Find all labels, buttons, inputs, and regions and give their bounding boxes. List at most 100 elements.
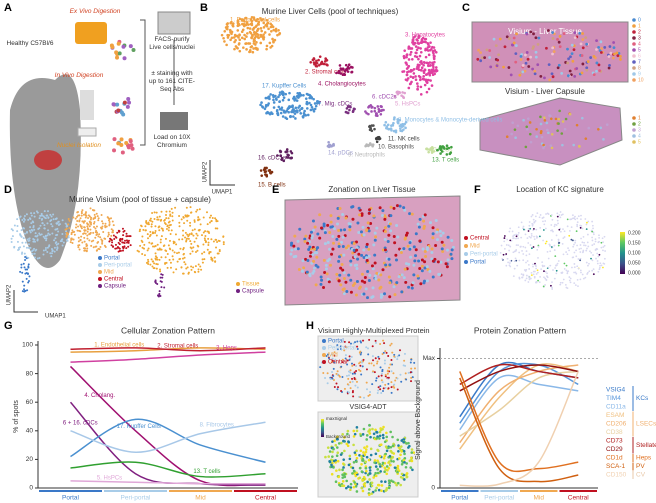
cell-dot xyxy=(335,454,339,457)
cell-dot xyxy=(165,217,168,220)
cell-dot xyxy=(217,252,220,255)
cell-dot xyxy=(526,57,530,61)
cell-dot xyxy=(337,279,341,283)
cell-dot xyxy=(544,220,547,222)
cell-dot xyxy=(304,114,308,117)
cell-dot xyxy=(394,253,398,257)
cell-dot xyxy=(40,212,43,215)
cell-dot xyxy=(147,247,150,250)
cell-dot xyxy=(200,234,203,237)
cell-dot xyxy=(409,371,412,374)
cell-dot xyxy=(373,274,377,278)
cell-dot xyxy=(161,229,164,232)
cell-dot xyxy=(382,436,385,440)
cell-dot xyxy=(595,69,598,73)
cell-dot xyxy=(396,377,399,380)
cell-dot xyxy=(576,217,579,220)
cell-dot xyxy=(558,34,562,38)
cell-dot xyxy=(518,259,521,262)
cell-dot xyxy=(405,472,409,475)
cell-dot xyxy=(307,248,311,252)
cell-dot xyxy=(289,252,293,256)
cell-dot xyxy=(183,222,186,225)
cell-dot xyxy=(92,231,95,234)
cell-dot xyxy=(114,235,117,238)
cell-dot xyxy=(154,231,157,234)
cell-dot xyxy=(117,241,120,244)
cell-dot xyxy=(309,254,313,258)
cell-dot xyxy=(435,230,439,234)
cell-dot xyxy=(433,60,436,64)
cell-dot xyxy=(429,147,433,150)
cell-dot xyxy=(154,252,157,255)
cell-dot xyxy=(577,267,580,270)
cell-dot xyxy=(525,274,528,277)
cell-dot xyxy=(414,254,418,258)
cell-dot xyxy=(584,137,588,140)
cell-dot xyxy=(499,251,502,254)
cell-dot xyxy=(544,227,547,230)
cell-dot xyxy=(366,221,370,225)
cell-dot xyxy=(197,270,200,273)
cell-dot xyxy=(246,26,250,30)
cell-dot xyxy=(97,217,100,220)
cell-dot xyxy=(578,248,581,250)
cell-dot xyxy=(404,465,408,469)
cell-dot xyxy=(445,153,449,156)
cell-dot xyxy=(21,290,24,293)
cell-dot xyxy=(345,68,349,71)
cell-dot xyxy=(331,450,334,454)
cell-dot xyxy=(182,252,185,255)
cell-dot xyxy=(161,273,164,276)
cell-dot xyxy=(179,247,182,250)
cell-dot xyxy=(354,341,357,344)
cell-dot xyxy=(512,275,515,278)
cell-dot xyxy=(266,21,270,25)
cell-dot xyxy=(562,228,564,230)
cell-dot xyxy=(167,217,170,220)
cell-dot xyxy=(550,239,553,241)
cell-dot xyxy=(541,261,544,264)
cell-dot xyxy=(304,234,308,238)
cell-dot xyxy=(485,48,489,52)
cell-dot xyxy=(101,220,104,223)
cell-dot xyxy=(367,247,371,251)
cell-dot xyxy=(425,81,429,84)
cell-dot xyxy=(530,232,533,235)
cell-dot xyxy=(396,121,400,125)
cell-dot xyxy=(372,214,376,218)
cell-dot xyxy=(409,361,412,364)
liver xyxy=(34,150,62,170)
cell-dot xyxy=(124,140,129,145)
cell-dot xyxy=(75,223,78,226)
cell-dot xyxy=(44,247,47,250)
cell-dot xyxy=(21,241,24,244)
cell-dot xyxy=(287,98,291,102)
cell-dot xyxy=(557,117,561,121)
cell-dot xyxy=(585,68,589,72)
cell-dot xyxy=(343,349,346,352)
cell-dot xyxy=(124,239,127,242)
cell-dot xyxy=(354,293,358,297)
cell-dot xyxy=(508,262,511,264)
cell-dot xyxy=(238,49,242,53)
cell-dot xyxy=(512,41,516,45)
group-label: LSECs xyxy=(636,421,656,428)
cell-dot xyxy=(357,252,361,256)
cell-dot xyxy=(534,264,537,266)
cell-dot xyxy=(360,373,363,376)
cell-dot xyxy=(522,259,525,262)
series-label: 3. Heps xyxy=(216,345,237,351)
cell-dot xyxy=(405,73,409,77)
cell-dot xyxy=(172,271,175,274)
legend-dot xyxy=(98,284,102,288)
cell-dot xyxy=(362,451,365,454)
colorbar-label: maxSignal xyxy=(326,416,347,421)
cell-dot xyxy=(600,47,604,50)
cell-dot xyxy=(372,476,375,479)
cell-dot xyxy=(576,223,579,226)
cell-dot xyxy=(512,251,515,254)
cell-dot xyxy=(420,66,424,70)
cell-dot xyxy=(341,212,345,216)
x-tick-label: Mid xyxy=(195,495,206,502)
